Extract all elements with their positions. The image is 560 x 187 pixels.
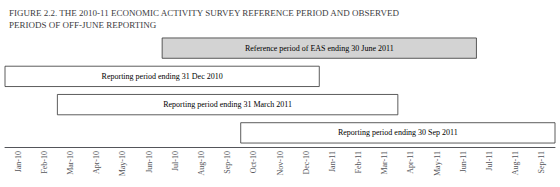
svg-text:Aug-11: Aug-11 — [511, 151, 520, 175]
svg-text:Apr-10: Apr-10 — [92, 151, 101, 174]
svg-text:Apr-11: Apr-11 — [406, 151, 415, 174]
svg-text:Feb-10: Feb-10 — [40, 151, 49, 174]
svg-text:Jul-11: Jul-11 — [485, 151, 494, 171]
svg-text:Aug-10: Aug-10 — [197, 151, 206, 175]
svg-text:Reporting period ending 31 Dec: Reporting period ending 31 Dec 2010 — [102, 72, 223, 81]
svg-text:Jun-11: Jun-11 — [459, 151, 468, 172]
svg-text:Reporting period ending 31 Mar: Reporting period ending 31 March 2011 — [163, 100, 292, 109]
svg-text:Reference period of EAS ending: Reference period of EAS ending 30 June 2… — [245, 44, 394, 53]
svg-text:Mar-10: Mar-10 — [66, 151, 75, 175]
svg-text:Sep-10: Sep-10 — [223, 151, 232, 174]
svg-text:May-11: May-11 — [433, 151, 442, 176]
svg-text:Feb-11: Feb-11 — [354, 151, 363, 173]
svg-text:PERIODS OF OFF-JUNE REPORTING: PERIODS OF OFF-JUNE REPORTING — [9, 20, 157, 30]
svg-text:Nov-10: Nov-10 — [276, 151, 285, 175]
svg-text:Dec-10: Dec-10 — [302, 151, 311, 175]
svg-text:Sep-11: Sep-11 — [537, 151, 546, 173]
svg-text:Jul-10: Jul-10 — [171, 151, 180, 171]
svg-text:FIGURE 2.2. THE 2010-11 ECONOM: FIGURE 2.2. THE 2010-11 ECONOMIC ACTIVIT… — [9, 8, 399, 18]
svg-text:Reporting period ending 30 Sep: Reporting period ending 30 Sep 2011 — [338, 128, 458, 137]
svg-text:Jan-10: Jan-10 — [14, 151, 23, 172]
svg-text:Jun-10: Jun-10 — [145, 151, 154, 173]
svg-text:Mar-11: Mar-11 — [380, 151, 389, 175]
svg-text:May-10: May-10 — [118, 151, 127, 176]
svg-text:Oct-10: Oct-10 — [249, 151, 258, 173]
svg-text:Jan-11: Jan-11 — [328, 151, 337, 172]
